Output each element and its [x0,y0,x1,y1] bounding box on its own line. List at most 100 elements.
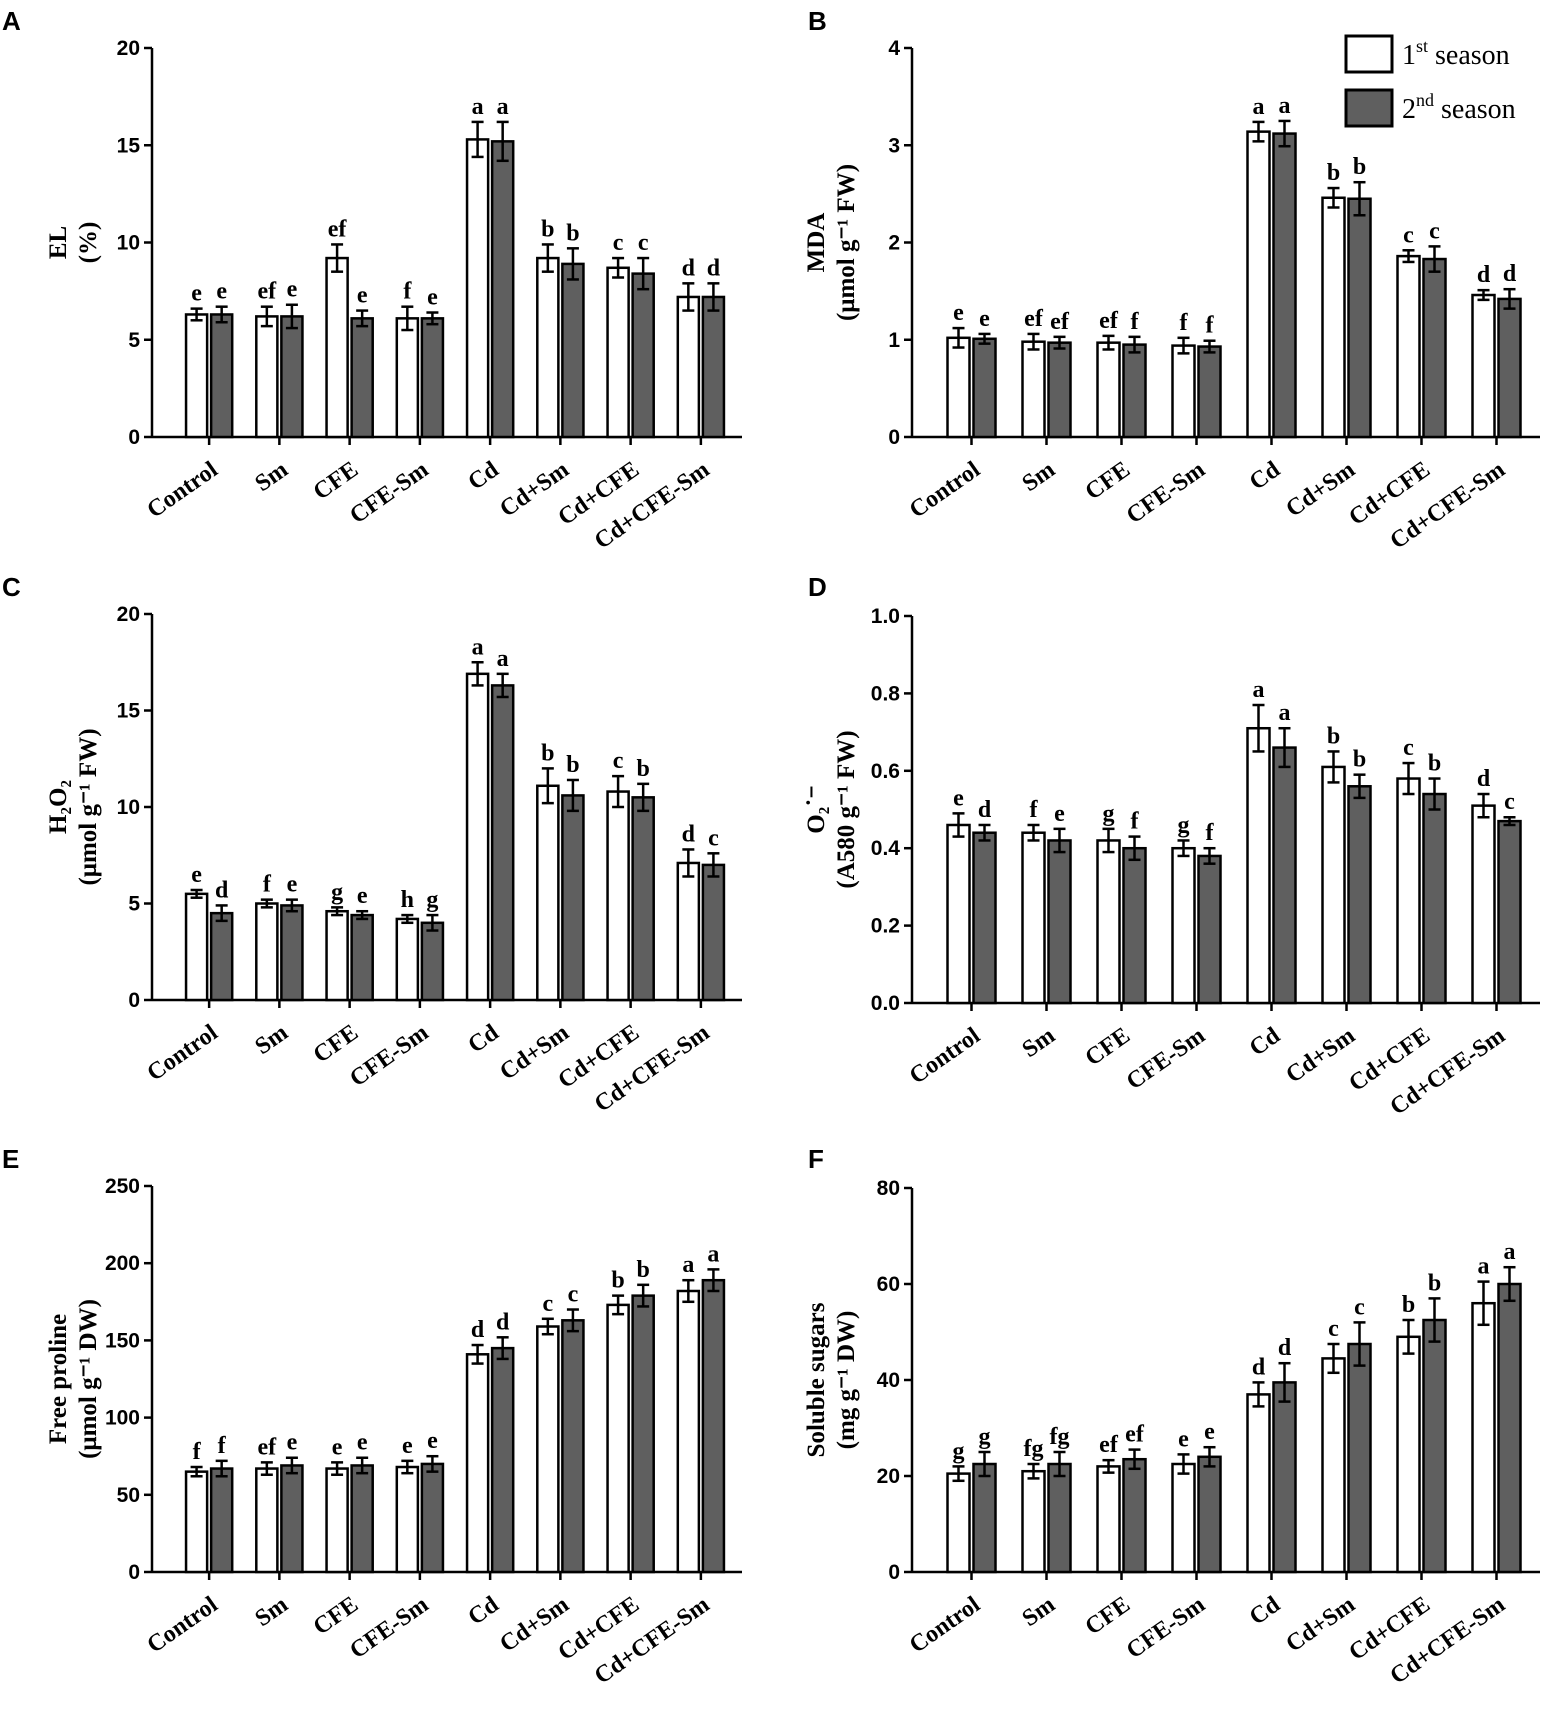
category-label: CFE-Sm [1122,457,1210,530]
bar-season-2 [1347,197,1372,439]
panel-letter: A [2,6,21,36]
bar-season-1 [1096,839,1121,1005]
panel-e: E 0 50 100 150 200 250 Free proline (μmol g⁻¹ DW… [2,1144,742,1690]
y-tick-label: 0.0 [871,992,900,1015]
panel-letter: E [2,1144,19,1174]
y-tick-label: 0 [128,426,140,449]
y-axis-label-line: H₂O₂ [45,780,72,834]
significance-label: e [357,883,368,909]
bar-season-1 [1321,765,1346,1005]
significance-label: g [1178,812,1190,838]
bar-season-1 [325,256,349,439]
bar-season-1 [1171,1462,1196,1574]
significance-label: b [541,216,554,242]
significance-label: d [496,1309,510,1335]
significance-label: b [541,740,554,766]
significance-label: a [472,634,484,660]
bar-season-2 [631,272,655,439]
y-tick-label: 200 [105,1252,140,1275]
bar-season-2 [420,921,445,1002]
bar-season-2 [701,1278,726,1574]
y-tick-label: 10 [117,796,140,819]
significance-label: f [1180,310,1189,336]
significance-label: f [1131,309,1140,335]
bar-season-2 [1497,1282,1522,1574]
category-label: Control [905,1022,985,1089]
legend-label: 2nd season [1402,90,1516,125]
category-label: Cd [464,456,505,495]
bar-season-1 [1396,777,1421,1005]
significance-label: e [427,1428,438,1454]
bar-season-1 [1471,804,1496,1005]
bar-season-2 [1272,1381,1297,1574]
category-label: Sm [251,1592,293,1632]
significance-label: ef [258,279,278,305]
y-tick-label: 1.0 [871,605,900,628]
bar-season-2 [280,904,304,1002]
bar-season-1 [184,1470,209,1574]
significance-label: c [568,1282,579,1308]
category-label: CFE [1081,1592,1135,1641]
significance-label: f [1206,313,1215,339]
significance-label: f [1206,820,1215,846]
significance-label: f [1131,809,1140,835]
bar-season-2 [350,1464,374,1574]
significance-label: e [332,1434,343,1460]
category-label: Cd [464,1019,505,1058]
panel-letter: F [808,1144,824,1174]
bar-season-2 [701,295,726,439]
bar-season-1 [395,1465,420,1574]
bar-season-2 [1422,1318,1447,1574]
category-label: Control [142,1019,222,1086]
bar-season-1 [536,784,560,1002]
bar-season-1 [1171,846,1196,1005]
y-tick-label: 250 [105,1175,140,1198]
bar-season-1 [325,1467,349,1574]
significance-label: e [191,862,202,888]
panel-f: F 0 20 40 60 80 Soluble sugars (mg g⁻¹ DW) Contr… [803,1144,1540,1690]
category-label: CFE [1081,457,1135,506]
bar-season-2 [631,1294,655,1574]
bar-season-1 [1246,130,1271,439]
y-axis-label: O₂˙⁻ (A580 g⁻¹ FW) [803,730,860,888]
significance-label: e [287,277,298,303]
significance-label: e [953,300,964,326]
significance-label: ef [1125,1422,1145,1448]
significance-label: e [1178,1426,1189,1452]
y-tick-label: 20 [117,37,140,60]
significance-label: d [1252,1354,1266,1380]
y-axis-label-line: (%) [75,222,102,264]
bar-season-1 [1021,1469,1046,1574]
y-axis-label-line: Free proline [45,1314,72,1444]
y-axis-label-line: (mg g⁻¹ DW) [833,1311,860,1450]
y-axis-label-line: (A580 g⁻¹ FW) [833,730,860,888]
significance-label: e [979,306,990,332]
bar-season-1 [255,1467,279,1574]
significance-label: c [1504,789,1515,815]
significance-label: c [1328,1316,1339,1342]
bar-season-1 [395,917,420,1002]
legend-label-sup: st [1416,36,1428,56]
significance-label: g [1103,801,1115,827]
significance-label: b [1402,1292,1415,1318]
significance-label: c [1403,222,1414,248]
y-axis-label-line: (μmol g⁻¹ FW) [833,164,860,321]
category-label: Cd [464,1591,505,1630]
bar-season-2 [1272,746,1297,1005]
significance-label: e [357,1430,368,1456]
significance-label: d [1278,1335,1292,1361]
significance-label: d [682,821,696,847]
bar-season-1 [676,861,701,1002]
significance-label: a [1504,1239,1516,1265]
category-label: CFE-Sm [1122,1023,1210,1096]
significance-label: a [707,1241,719,1267]
y-tick-label: 60 [877,1273,900,1296]
y-axis-label-line: MDA [803,213,830,273]
category-label: Control [142,1591,222,1658]
significance-label: f [218,1433,227,1459]
significance-label: a [497,94,509,120]
legend-label-base: 1 [1402,40,1416,71]
y-tick-label: 20 [877,1465,900,1488]
bar-season-1 [946,1472,971,1574]
